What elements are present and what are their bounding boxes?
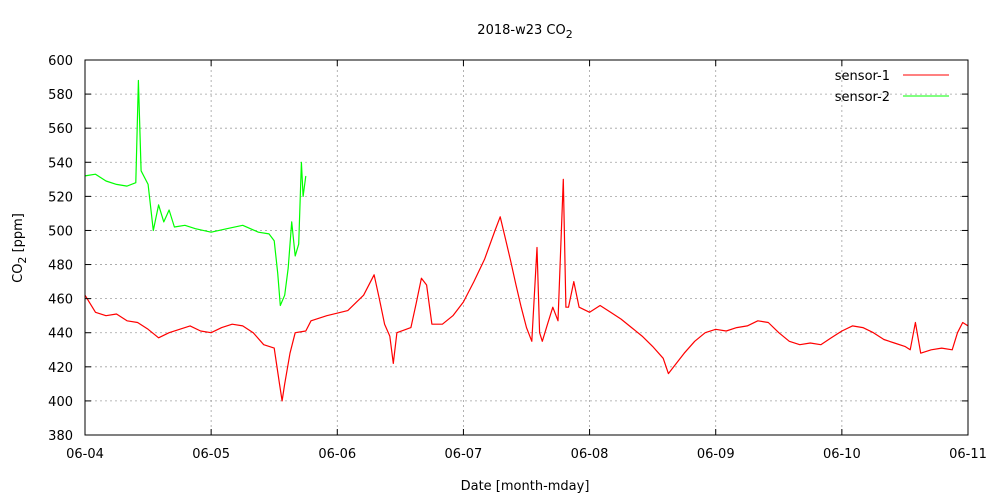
axis-ticks: 380 400 420 440 460 480 500 520 540 560 580 600 06-0… <box>48 54 987 462</box>
y-tick-label: 460 <box>48 293 73 308</box>
y-tick-label: 560 <box>48 122 73 137</box>
series-line-sensor-2 <box>84 79 307 307</box>
y-tick-label: 420 <box>48 361 73 376</box>
plot-frame <box>84 59 969 436</box>
legend-label-sensor-2: sensor-2 <box>835 90 890 105</box>
y-tick-label: 480 <box>48 259 73 274</box>
series-lines <box>84 79 969 402</box>
y-tick-label: 600 <box>48 54 73 69</box>
y-tick-label: 580 <box>48 88 73 103</box>
x-tick-label: 06-05 <box>192 447 230 462</box>
x-tick-label: 06-10 <box>823 447 861 462</box>
y-tick-label: 520 <box>48 190 73 205</box>
series-line-sensor-1 <box>84 178 969 402</box>
y-tick-label: 440 <box>48 327 73 342</box>
y-axis-label: CO2 [ppm] <box>11 213 29 283</box>
y-tick-label: 540 <box>48 156 73 171</box>
legend: sensor-1 sensor-2 <box>835 69 949 105</box>
x-tick-label: 06-08 <box>571 447 609 462</box>
legend-label-sensor-1: sensor-1 <box>835 69 890 84</box>
y-tick-label: 380 <box>48 429 73 444</box>
grid-lines <box>85 60 968 435</box>
x-tick-label: 06-07 <box>445 447 483 462</box>
chart-title: 2018-w23 CO2 <box>477 23 572 41</box>
x-tick-label: 06-09 <box>697 447 735 462</box>
x-tick-label: 06-06 <box>318 447 356 462</box>
x-tick-label: 06-04 <box>66 447 104 462</box>
x-axis-label: Date [month-mday] <box>461 479 590 494</box>
y-tick-label: 500 <box>48 224 73 239</box>
y-tick-label: 400 <box>48 395 73 410</box>
x-tick-label: 06-11 <box>949 447 987 462</box>
